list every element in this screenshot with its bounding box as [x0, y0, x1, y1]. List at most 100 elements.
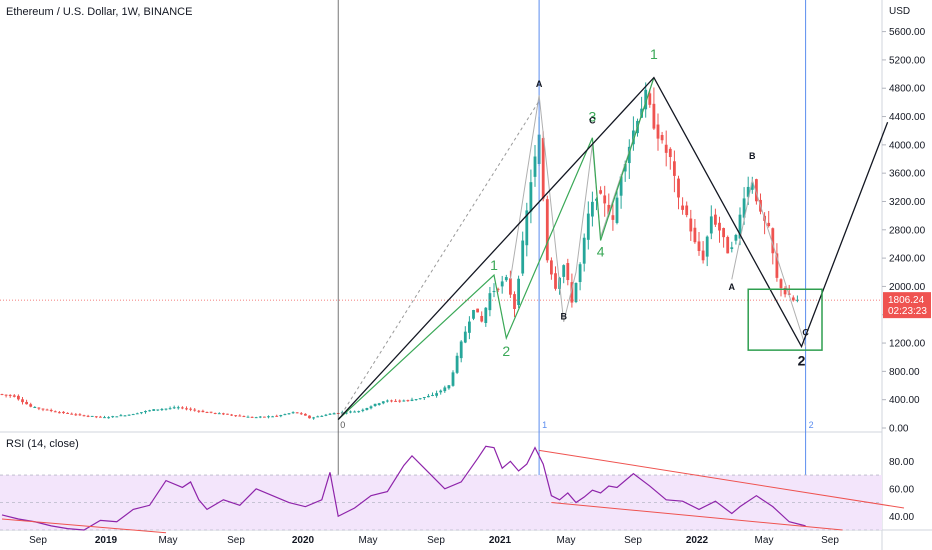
- candle-body: [783, 287, 787, 295]
- candle-body: [29, 404, 33, 407]
- candle-body: [689, 218, 693, 232]
- candle-body: [176, 407, 180, 409]
- currency-label: USD: [889, 6, 910, 17]
- candle-body: [398, 400, 402, 402]
- candle-body: [582, 237, 586, 264]
- candle-body: [410, 399, 414, 401]
- candle-body: [738, 214, 742, 239]
- rsi-label: RSI (14, close): [6, 438, 79, 450]
- candle-body: [373, 403, 377, 407]
- price-tick-label: 4800.00: [889, 84, 926, 95]
- wave-label: A: [729, 282, 736, 292]
- candle-body: [127, 414, 131, 416]
- candle-body: [8, 394, 12, 396]
- candle-body: [365, 408, 369, 410]
- candle-body: [168, 408, 172, 410]
- candle-body: [439, 390, 443, 393]
- time-tick-label: May: [557, 535, 576, 546]
- candle-body: [726, 237, 730, 254]
- wave-label: 3: [589, 108, 597, 124]
- candle-body: [21, 399, 24, 403]
- candle-body: [677, 178, 680, 198]
- wave-label: 0: [340, 420, 345, 430]
- candle-body: [402, 400, 406, 402]
- time-tick-label: May: [159, 535, 178, 546]
- last-price-value: 1806.24: [888, 295, 925, 306]
- candle-body: [94, 416, 98, 418]
- candle-body: [459, 341, 463, 359]
- wave-label: 2: [502, 343, 510, 359]
- candle-body: [533, 156, 537, 177]
- time-tick-label: May: [755, 535, 774, 546]
- candle-body: [74, 414, 78, 416]
- projection-dashed-line: [337, 100, 540, 420]
- price-tick-label: 2800.00: [889, 225, 926, 236]
- candle-body: [607, 204, 611, 215]
- candle-body: [562, 265, 566, 277]
- candle-body: [701, 250, 705, 261]
- candle-body: [484, 307, 488, 323]
- candle-body: [357, 411, 361, 413]
- candle-body: [521, 240, 525, 274]
- candle-body: [119, 415, 123, 417]
- time-tick-label: May: [359, 535, 378, 546]
- rsi-line: [1, 445, 806, 531]
- candle-body: [238, 415, 242, 417]
- candle-body: [316, 416, 320, 418]
- candle-body: [45, 409, 49, 411]
- candle-body: [697, 241, 701, 251]
- candle-body: [648, 93, 652, 105]
- candle-body: [201, 410, 205, 413]
- candle-body: [447, 385, 451, 389]
- candle-body: [714, 214, 717, 225]
- candle-body: [627, 146, 631, 164]
- candle-body: [656, 124, 660, 139]
- candle-body: [328, 413, 332, 415]
- candle-body: [222, 413, 225, 415]
- candle-body: [103, 417, 106, 419]
- candle-body: [156, 409, 160, 411]
- corrective-wave-line: [731, 178, 807, 347]
- wave-label: A: [536, 79, 543, 89]
- candle-body: [369, 406, 373, 409]
- candle-body: [377, 403, 381, 405]
- price-tick-label: 1200.00: [889, 339, 926, 350]
- candle-body: [308, 415, 311, 419]
- candle-body: [189, 408, 192, 410]
- candle-body: [299, 413, 303, 415]
- candle-body: [12, 395, 16, 397]
- candle-body: [541, 138, 545, 199]
- candle-body: [279, 415, 283, 417]
- candle-body: [611, 215, 615, 220]
- candle-body: [779, 279, 783, 289]
- price-tick-label: 3200.00: [889, 197, 926, 208]
- candle-body: [595, 198, 598, 201]
- candle-body: [414, 399, 418, 401]
- candle-body: [623, 164, 627, 172]
- candle-body: [213, 412, 217, 414]
- time-tick-label: Sep: [227, 535, 245, 546]
- primary-wave-line: [337, 76, 889, 420]
- candle-body: [644, 89, 648, 110]
- candle-body: [775, 253, 779, 278]
- candle-body: [37, 407, 41, 409]
- candle-body: [500, 281, 504, 287]
- price-tick-label: 5200.00: [889, 55, 926, 66]
- time-tick-label: 2019: [95, 535, 118, 546]
- candle-body: [746, 186, 750, 197]
- candle-body: [480, 315, 484, 322]
- candle-body: [115, 416, 119, 418]
- candle-body: [673, 161, 676, 176]
- candle-body: [209, 411, 213, 413]
- candle-body: [476, 308, 479, 313]
- candle-body: [504, 277, 508, 281]
- price-tick-label: 2000.00: [889, 282, 926, 293]
- candle-body: [160, 409, 164, 411]
- candle-body: [234, 415, 238, 417]
- candle-body: [709, 216, 713, 234]
- candle-body: [295, 412, 299, 414]
- candle-body: [734, 235, 738, 241]
- candle-body: [258, 416, 262, 418]
- candle-body: [722, 228, 725, 238]
